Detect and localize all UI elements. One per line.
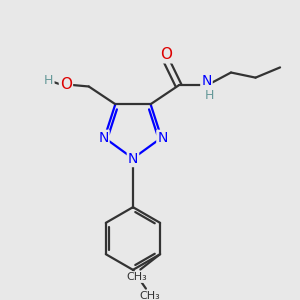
- Text: H: H: [205, 88, 214, 101]
- Text: O: O: [60, 77, 72, 92]
- Text: H: H: [44, 74, 54, 87]
- Text: CH₃: CH₃: [126, 272, 147, 282]
- Text: CH₃: CH₃: [140, 291, 160, 300]
- Text: N: N: [157, 131, 168, 145]
- Text: O: O: [160, 47, 172, 62]
- Text: N: N: [98, 131, 109, 145]
- Text: N: N: [201, 74, 212, 88]
- Text: N: N: [128, 152, 138, 166]
